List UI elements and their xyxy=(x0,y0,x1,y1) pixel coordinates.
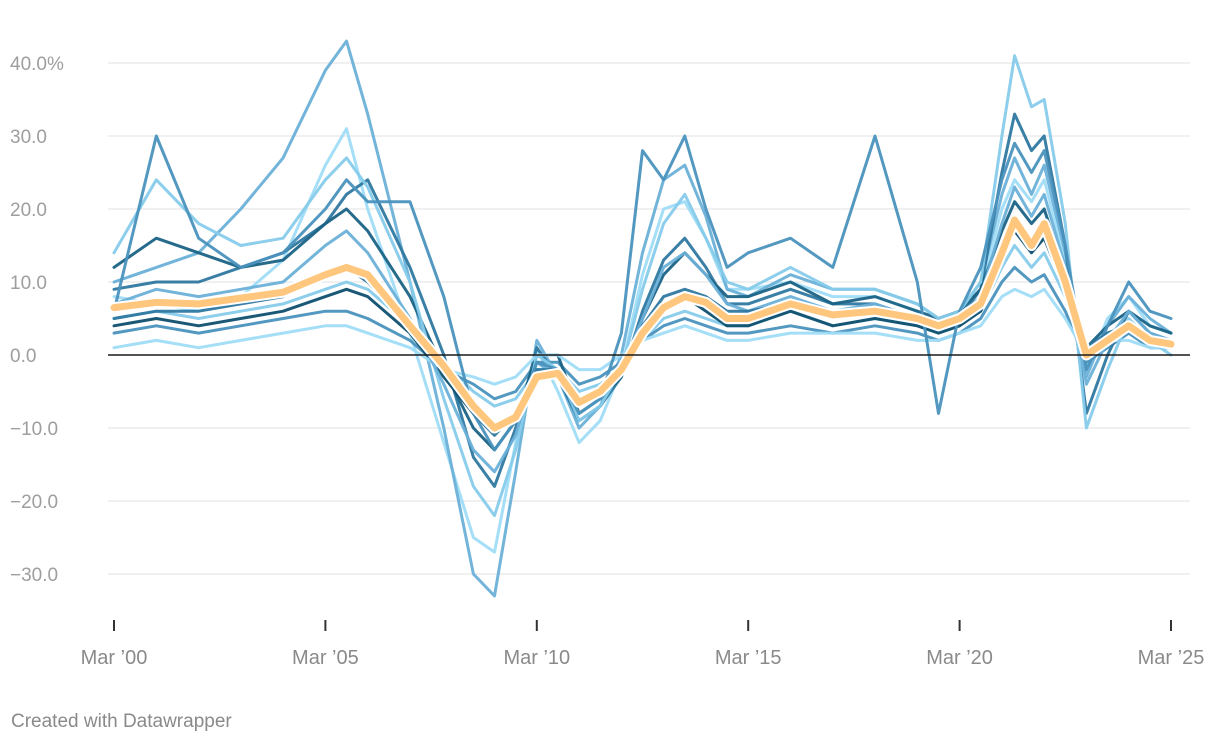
series-line xyxy=(112,287,1173,386)
x-tick-label: Mar ’00 xyxy=(81,647,148,669)
y-tick-label: 10.0 xyxy=(10,273,47,294)
series-line xyxy=(112,127,1173,554)
x-tick-label: Mar ’15 xyxy=(715,647,782,669)
x-tick-label: Mar ’20 xyxy=(926,647,993,669)
x-tick-label: Mar ’05 xyxy=(292,647,359,669)
y-axis: 40.0% 30.0 20.0 10.0 0.0 −10.0 −20.0 −30.0 xyxy=(10,54,64,586)
series-line xyxy=(112,54,1173,518)
series-line xyxy=(112,185,1173,474)
x-tick-label: Mar ’25 xyxy=(1138,647,1205,669)
series-lines xyxy=(112,39,1173,598)
y-tick-label: −10.0 xyxy=(10,419,58,440)
y-tick-label: −20.0 xyxy=(10,492,58,513)
y-tick-label: 30.0 xyxy=(10,127,47,148)
series-line xyxy=(112,244,1173,408)
series-line xyxy=(112,265,1173,401)
x-tick-label: Mar ’10 xyxy=(503,647,570,669)
gridlines xyxy=(108,62,1190,575)
y-tick-label: 40.0% xyxy=(10,54,64,75)
x-axis: Mar ’00 Mar ’05 Mar ’10 Mar ’15 Mar ’20 Mar ’… xyxy=(81,620,1205,669)
series-line xyxy=(112,39,1173,598)
series-line xyxy=(112,112,1173,488)
series-line xyxy=(112,134,1173,452)
highlight-line xyxy=(108,214,1177,434)
highlight-line-path xyxy=(110,216,1175,432)
credit-text: Created with Datawrapper xyxy=(11,711,232,732)
y-tick-label: 0.0 xyxy=(10,346,36,367)
y-tick-label: −30.0 xyxy=(10,565,58,586)
y-tick-label: 20.0 xyxy=(10,200,47,221)
